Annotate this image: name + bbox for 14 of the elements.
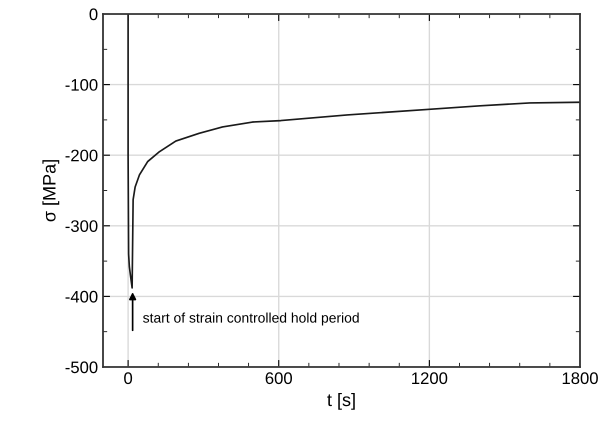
y-tick-label: -100 xyxy=(66,79,98,91)
x-tick-label: 1200 xyxy=(412,372,448,384)
y-tick-label: 0 xyxy=(90,8,98,20)
y-tick-label: -300 xyxy=(66,220,98,232)
x-axis-title: t [s] xyxy=(327,392,355,410)
y-tick-label: -400 xyxy=(66,290,98,303)
x-tick-label: 0 xyxy=(124,372,132,384)
x-tick-label: 1800 xyxy=(562,372,598,384)
line-series xyxy=(127,14,580,289)
y-tick-label: -500 xyxy=(66,361,98,374)
x-tick-label: 600 xyxy=(266,372,292,384)
y-tick-label: -200 xyxy=(66,150,98,162)
y-axis-title: σ [MPa] xyxy=(42,160,60,222)
annotation: start of strain controlled hold period xyxy=(143,312,359,326)
